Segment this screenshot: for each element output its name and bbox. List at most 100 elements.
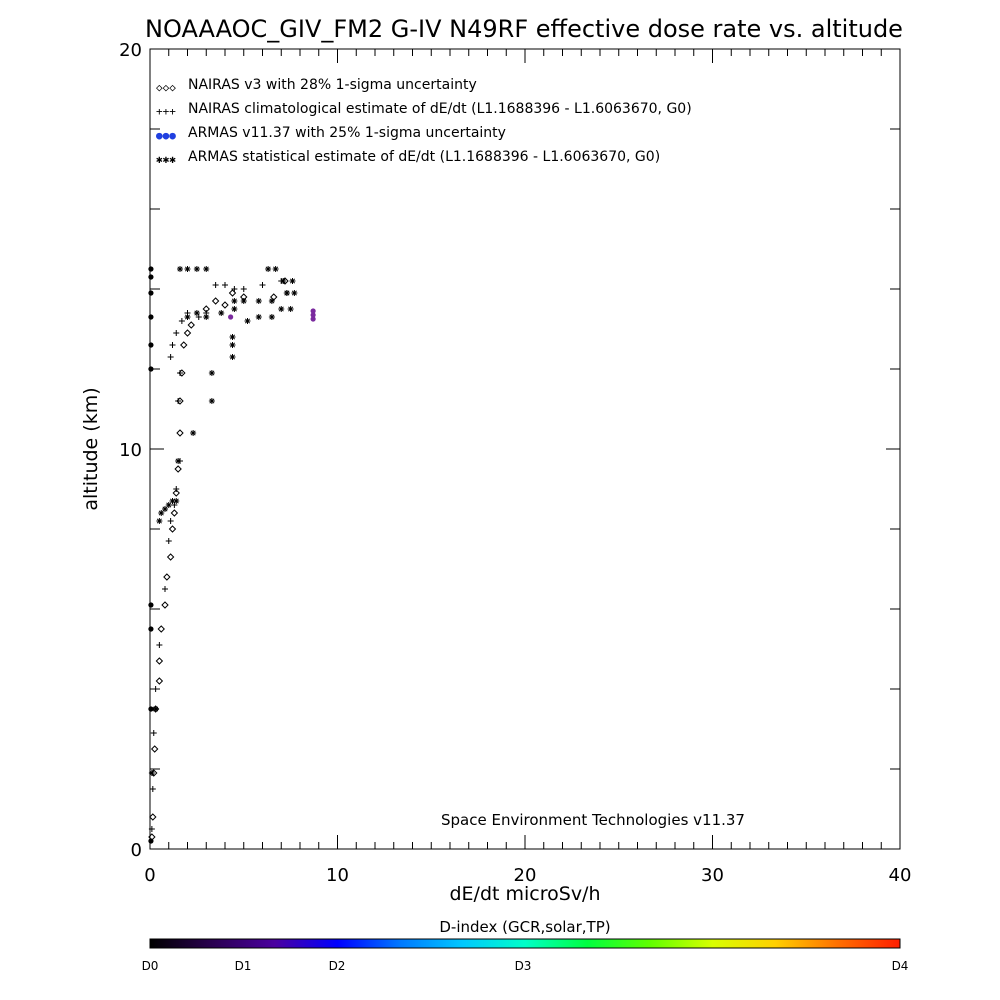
asterisk-point: [278, 306, 285, 312]
asterisk-point: [272, 266, 279, 272]
colorbar: [149, 938, 901, 949]
axis-ticks: [149, 48, 901, 850]
dot-point: [148, 626, 154, 632]
diamond-point: [168, 525, 177, 533]
dot-point: [148, 290, 154, 296]
asterisk-point: [173, 498, 180, 504]
plus-point: [152, 686, 159, 692]
dot-point: [148, 266, 154, 272]
y-tick-label: 10: [119, 440, 142, 461]
asterisk-point: [240, 298, 247, 304]
asterisk-point: [229, 354, 236, 360]
diamond-point: [163, 573, 171, 581]
asterisk-point: [184, 266, 191, 272]
diamond-point: [187, 321, 195, 329]
asterisk-point: [175, 458, 182, 464]
credit-text: Space Environment Technologies v11.37: [441, 811, 745, 829]
data-points: [148, 266, 316, 844]
plus-point: [149, 786, 156, 792]
asterisk-point: [218, 310, 225, 316]
plus-point: [231, 286, 238, 292]
diamond-point: [183, 329, 192, 337]
plus-point: [165, 538, 172, 544]
diamond-point: [149, 813, 157, 821]
plus-point: [169, 342, 176, 348]
asterisk-point: [287, 306, 294, 312]
x-axis-label: dE/dt microSv/h: [449, 883, 600, 905]
diamond-point: [211, 297, 220, 305]
legend-symbol: ●●●: [156, 129, 176, 142]
asterisk-point: [152, 706, 159, 712]
asterisk-point: [255, 314, 262, 320]
plus-point: [259, 282, 266, 288]
asterisk-point: [156, 518, 163, 524]
plus-point: [240, 286, 247, 292]
plus-point: [173, 486, 180, 492]
asterisk-point: [190, 430, 197, 436]
plus-point: [162, 586, 168, 592]
x-tick-label: 10: [326, 865, 349, 886]
plus-point: [167, 518, 174, 524]
plus-point: [148, 826, 155, 832]
diamond-point: [180, 341, 188, 349]
x-tick-label: 30: [701, 865, 724, 886]
asterisk-point: [268, 298, 275, 304]
colorbar-title: D-index (GCR,solar,TP): [439, 918, 610, 936]
diamond-point: [150, 745, 159, 753]
diamond-point: [170, 509, 179, 517]
legend-symbol: ✱✱✱: [156, 153, 176, 166]
dot-point: [148, 342, 154, 348]
asterisk-point: [208, 398, 215, 404]
asterisk-point: [265, 266, 272, 272]
axis-tick-labels: 0 10 20 30 40 0 10 20: [119, 40, 911, 886]
asterisk-point: [193, 310, 200, 316]
asterisk-point: [165, 502, 172, 508]
asterisk-point: [148, 770, 155, 776]
plus-point: [178, 318, 185, 324]
plus-point: [167, 354, 174, 360]
asterisk-point: [203, 266, 210, 272]
asterisk-point: [162, 506, 168, 512]
asterisk-point: [229, 342, 236, 348]
asterisk-point: [280, 278, 287, 284]
diamond-point: [270, 293, 278, 301]
y-axis-label: altitude (km): [80, 387, 102, 510]
asterisk-point: [255, 298, 262, 304]
y-tick-label: 0: [131, 840, 142, 861]
asterisk-point: [289, 278, 296, 284]
chart-title: NOAAAOC_GIV_FM2 G-IV N49RF effective dos…: [145, 15, 903, 43]
diamond-point: [155, 677, 164, 685]
x-tick-label: 20: [514, 865, 537, 886]
asterisk-point: [177, 266, 183, 272]
asterisk-point: [244, 318, 251, 324]
colorbar-label: D4: [892, 959, 909, 973]
legend-entry: ARMAS statistical estimate of dE/dt (L1.…: [188, 149, 660, 165]
asterisk-point: [193, 266, 200, 272]
diamond-point: [174, 465, 182, 473]
diamond-point: [172, 489, 180, 497]
asterisk-point: [203, 314, 210, 320]
dot-point: [148, 706, 154, 712]
plus-point: [150, 730, 157, 736]
colorbar-label: D0: [142, 959, 159, 973]
diamond-point: [176, 429, 184, 437]
diamond-point: [161, 601, 169, 609]
y-tick-label: 20: [119, 40, 142, 61]
asterisk-point: [158, 510, 165, 516]
colorbar-label: D3: [515, 959, 532, 973]
diamond-point: [157, 625, 165, 633]
colorbar-labels: D0 D1 D2 D3 D4: [142, 959, 909, 973]
dot-point: [310, 312, 316, 318]
dot-point: [148, 314, 154, 320]
asterisk-point: [283, 290, 290, 296]
plus-point: [222, 282, 228, 288]
dot-point: [148, 274, 154, 280]
legend-entry: NAIRAS v3 with 28% 1-sigma uncertainty: [188, 77, 477, 93]
colorbar-label: D2: [329, 959, 346, 973]
asterisk-point: [208, 370, 215, 376]
asterisk-point: [229, 334, 236, 340]
plus-point: [173, 330, 180, 336]
dot-point: [228, 314, 234, 320]
legend-symbol: ◇◇◇: [156, 81, 176, 94]
